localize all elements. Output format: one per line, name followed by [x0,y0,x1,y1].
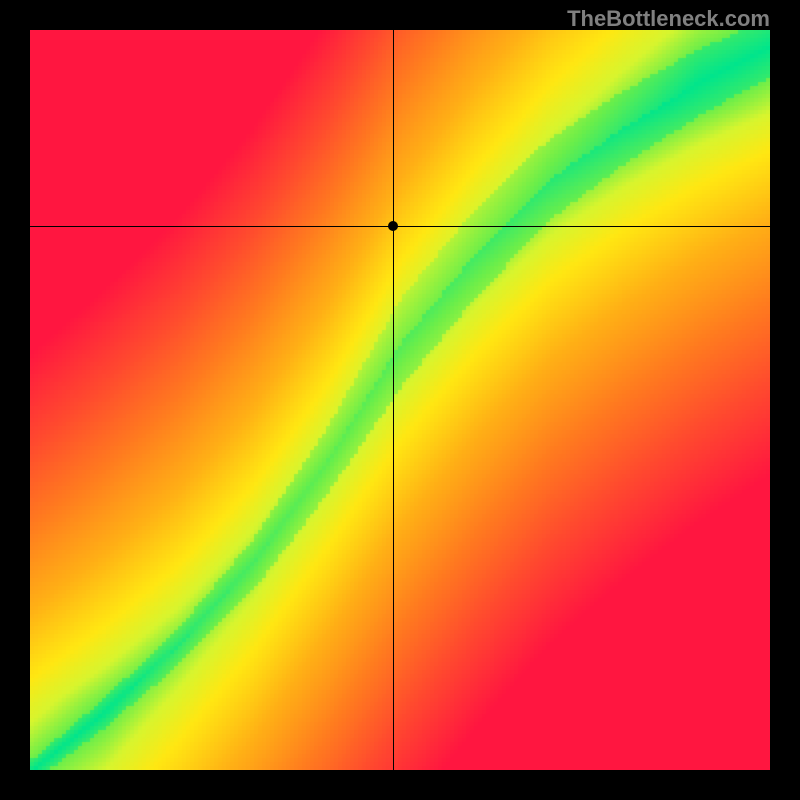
crosshair-horizontal [30,226,770,227]
crosshair-vertical [393,30,394,770]
watermark-text: TheBottleneck.com [567,6,770,32]
heatmap-canvas [30,30,770,770]
plot-area [30,30,770,770]
crosshair-marker [388,221,398,231]
